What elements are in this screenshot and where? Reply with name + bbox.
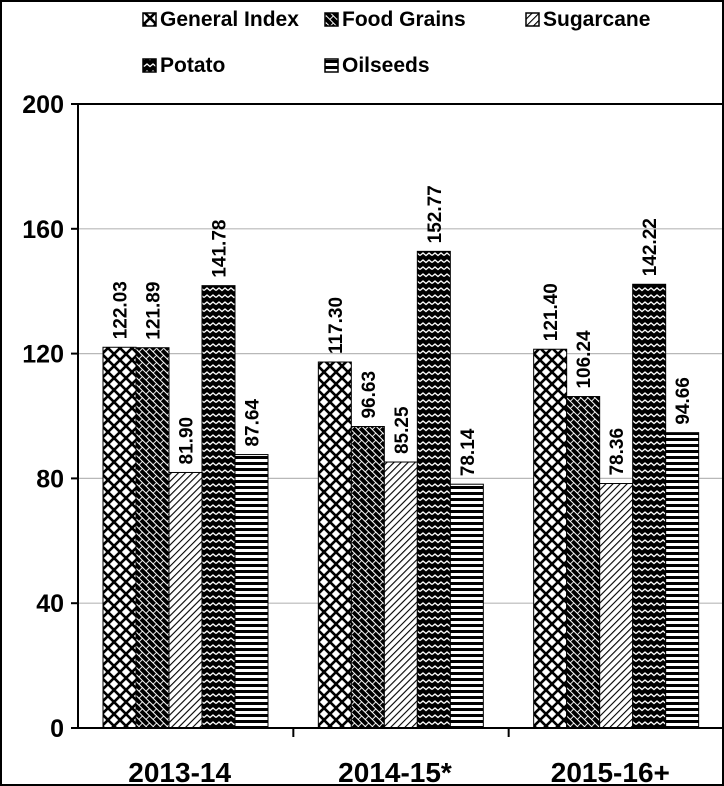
bar [234, 454, 269, 729]
legend-swatch [142, 12, 157, 27]
value-label: 106.24 [574, 330, 595, 389]
value-label: 94.66 [673, 377, 694, 425]
value-label: 122.03 [111, 281, 132, 339]
bar [599, 483, 634, 729]
y-tick-label: 200 [22, 91, 64, 119]
bars [102, 250, 700, 729]
legend-label: General Index [160, 8, 299, 31]
bar [632, 283, 667, 729]
plot-frame [77, 103, 724, 729]
bar [416, 250, 451, 729]
y-tick-label: 120 [22, 341, 64, 369]
value-label: 85.25 [392, 406, 413, 454]
value-label: 78.36 [607, 428, 628, 476]
bar [665, 432, 700, 729]
value-label: 81.90 [177, 417, 198, 465]
legend-swatch [142, 58, 157, 73]
value-label: 121.89 [144, 282, 165, 340]
y-axis: 0 40 80 120 160 200 [22, 91, 78, 743]
y-tick-label: 40 [36, 590, 64, 618]
value-label: 121.40 [541, 283, 562, 341]
bar [449, 483, 484, 729]
legend-swatch [525, 12, 540, 27]
y-tick-label: 160 [22, 216, 64, 244]
value-label: 141.78 [210, 220, 231, 278]
value-label: 78.14 [458, 428, 479, 476]
value-label: 96.63 [359, 371, 380, 419]
bar [566, 396, 601, 729]
bar [102, 346, 137, 729]
legend: General Index Food Grains Sugarcane Potato O… [142, 8, 650, 77]
bar [135, 347, 170, 729]
value-label: 87.64 [243, 399, 264, 447]
bar [383, 461, 418, 729]
y-tick-label: 0 [50, 715, 64, 743]
legend-label: Oilseeds [342, 54, 430, 77]
plot-area: 122.03 121.89 81.90 141.78 87.64 117.30 96.63 8… [22, 91, 724, 786]
legend-swatch [324, 12, 339, 27]
x-axis: 2013-14 2014-15* 2015-16+ [128, 728, 670, 786]
x-tick-label: 2015-16+ [551, 757, 670, 786]
value-label: 152.77 [425, 185, 446, 243]
x-tick-label: 2014-15* [338, 757, 452, 786]
bar [317, 361, 352, 729]
legend-swatch [324, 58, 339, 73]
y-tick-label: 80 [36, 465, 64, 493]
x-tick-label: 2013-14 [128, 757, 231, 786]
bar [350, 426, 385, 729]
legend-label: Potato [160, 54, 225, 77]
legend-label: Sugarcane [543, 8, 650, 31]
value-labels: 122.03 121.89 81.90 141.78 87.64 117.30 96.63 8… [111, 185, 695, 476]
bar [533, 348, 568, 729]
value-label: 142.22 [640, 218, 661, 276]
value-label: 117.30 [326, 297, 347, 354]
bar [168, 471, 203, 729]
legend-label: Food Grains [342, 8, 466, 31]
bar [201, 285, 236, 729]
